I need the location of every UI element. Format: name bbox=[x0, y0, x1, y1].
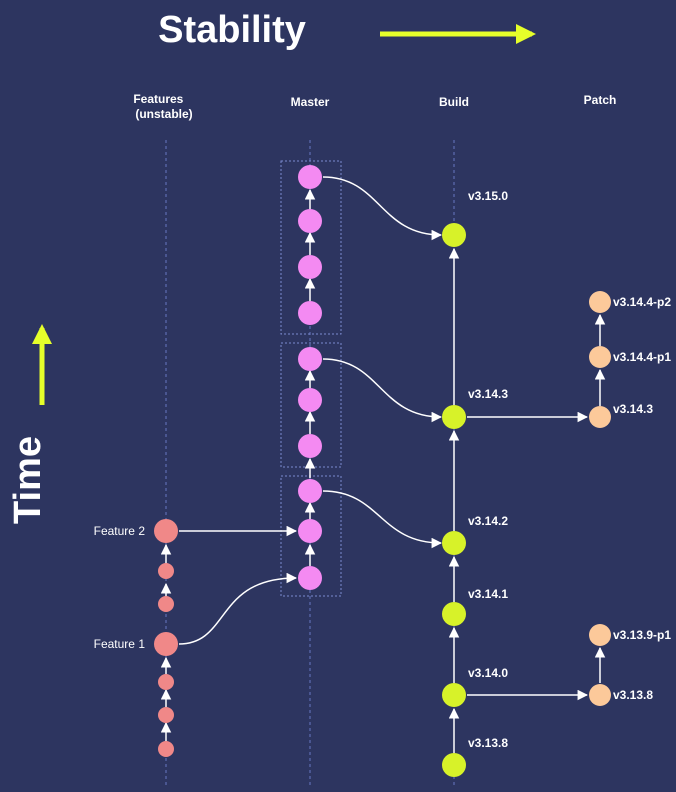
master-group-box-3 bbox=[280, 475, 342, 597]
build-label-v3-15-0: v3.15.0 bbox=[468, 189, 508, 203]
build-label-v3-14-2: v3.14.2 bbox=[468, 514, 508, 528]
patch-label-v3-14-4-p2: v3.14.4-p2 bbox=[613, 295, 671, 309]
build-node-v3-13-8 bbox=[442, 753, 466, 777]
build-label-v3-14-3: v3.14.3 bbox=[468, 387, 508, 401]
master-commit-node bbox=[298, 209, 322, 233]
feature-2-node bbox=[154, 519, 178, 543]
patch-node-v3-14-3 bbox=[589, 406, 611, 428]
build-nodes bbox=[442, 223, 466, 777]
master-group-box-1 bbox=[280, 160, 342, 335]
time-title: Time bbox=[7, 436, 49, 524]
patch-nodes bbox=[589, 291, 611, 706]
feature-2-label: Feature 2 bbox=[94, 524, 146, 538]
master-commit-node bbox=[298, 347, 322, 371]
build-node-v3-15-0 bbox=[442, 223, 466, 247]
master-nodes bbox=[298, 165, 322, 590]
patch-node-v3-13-8 bbox=[589, 684, 611, 706]
master-commit-node bbox=[298, 566, 322, 590]
column-heading-build: Build bbox=[439, 95, 469, 109]
build-node-v3-14-1 bbox=[442, 602, 466, 626]
feature-1-label: Feature 1 bbox=[94, 637, 146, 651]
feature-2-commit-node bbox=[158, 596, 174, 612]
release-edges bbox=[322, 176, 443, 549]
master-commit-node bbox=[298, 479, 322, 503]
feature-1-node bbox=[154, 632, 178, 656]
patch-node-v3-14-4-p2 bbox=[589, 291, 611, 313]
column-heading-master: Master bbox=[291, 95, 330, 109]
column-heading-features: Features (unstable) bbox=[133, 92, 192, 121]
feature-1-commit-node bbox=[158, 741, 174, 757]
build-node-v3-14-2 bbox=[442, 531, 466, 555]
patch-label-v3-14-4-p1: v3.14.4-p1 bbox=[613, 350, 671, 364]
stability-title: Stability bbox=[158, 9, 306, 51]
patch-label-v3-13-9-p1: v3.13.9-p1 bbox=[613, 628, 671, 642]
master-commit-node bbox=[298, 165, 322, 189]
build-node-v3-14-3 bbox=[442, 405, 466, 429]
build-label-v3-13-8: v3.13.8 bbox=[468, 736, 508, 750]
patch-edges bbox=[467, 313, 606, 701]
feature-merge-edges bbox=[178, 525, 298, 645]
build-node-v3-14-0 bbox=[442, 683, 466, 707]
patch-label-v3-14-3: v3.14.3 bbox=[613, 402, 653, 416]
feature-1-commit-node bbox=[158, 674, 174, 690]
patch-node-v3-14-4-p1 bbox=[589, 346, 611, 368]
feature-1-commit-node bbox=[158, 707, 174, 723]
column-heading-patch: Patch bbox=[584, 93, 617, 107]
build-label-v3-14-1: v3.14.1 bbox=[468, 587, 508, 601]
master-commit-node bbox=[298, 301, 322, 325]
patch-label-v3-13-8: v3.13.8 bbox=[613, 688, 653, 702]
master-commit-node bbox=[298, 388, 322, 412]
feature-2-commit-node bbox=[158, 563, 174, 579]
master-commit-node bbox=[298, 519, 322, 543]
build-label-v3-14-0: v3.14.0 bbox=[468, 666, 508, 680]
patch-node-v3-13-9-p1 bbox=[589, 624, 611, 646]
master-commit-node bbox=[298, 434, 322, 458]
master-commit-node bbox=[298, 255, 322, 279]
feature-nodes bbox=[154, 519, 178, 757]
